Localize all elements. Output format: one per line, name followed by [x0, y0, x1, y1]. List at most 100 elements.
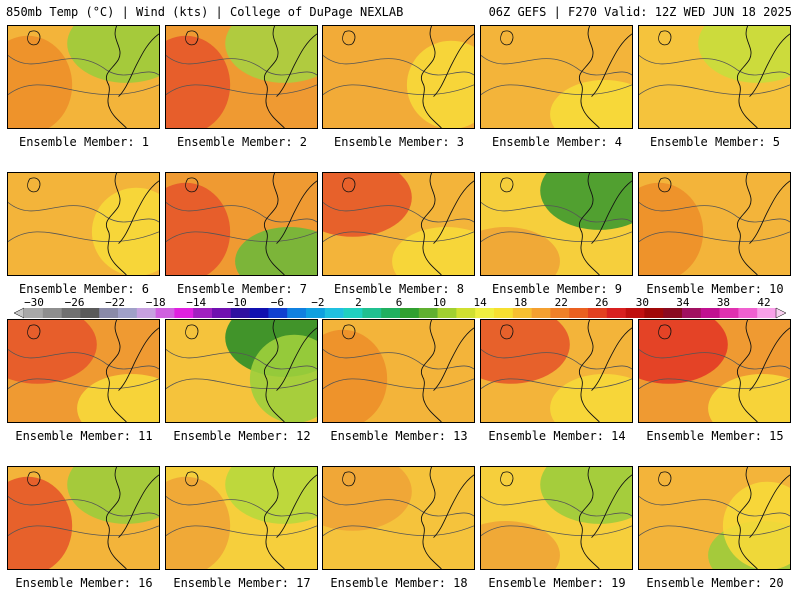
ensemble-member-label: Ensemble Member: 18 — [330, 576, 468, 590]
great-lakes-outline — [342, 324, 356, 340]
run-valid-time: 06Z GEFS | F270 Valid: 12Z WED JUN 18 20… — [488, 5, 792, 19]
ensemble-member-label: Ensemble Member: 16 — [15, 576, 153, 590]
temperature-field — [481, 520, 560, 569]
colorbar-tick-label: −30 — [24, 296, 44, 309]
great-lakes-outline — [658, 471, 672, 487]
colorbar-tick-label: −10 — [226, 296, 247, 309]
colorbar-swatch — [343, 308, 363, 318]
temperature-field — [67, 26, 159, 83]
colorbar-tick-label: 2 — [355, 296, 362, 309]
height-contour — [166, 84, 317, 95]
coastline — [579, 320, 632, 422]
colorbar-swatch — [193, 308, 213, 318]
height-contour — [481, 231, 632, 242]
temperature-field — [550, 373, 632, 422]
ensemble-map-panel — [480, 466, 633, 570]
temperature-field — [8, 35, 73, 128]
great-lakes-outline — [185, 324, 199, 340]
colorbar-swatch — [136, 308, 156, 318]
height-contour — [639, 378, 790, 389]
ensemble-member-label: Ensemble Member: 13 — [330, 429, 468, 443]
ensemble-member-label: Ensemble Member: 15 — [646, 429, 784, 443]
height-contour — [166, 496, 317, 517]
coastline — [264, 26, 317, 128]
colorbar-tick-label: 34 — [676, 296, 690, 309]
colorbar-tick-label: −6 — [270, 296, 284, 309]
ensemble-map-panel — [7, 172, 160, 276]
great-lakes-outline — [342, 30, 356, 46]
ensemble-map-panel — [165, 319, 318, 423]
temperature-field — [323, 173, 412, 237]
ensemble-map-panel — [480, 172, 633, 276]
height-contour — [8, 202, 159, 223]
height-contour — [323, 349, 474, 370]
height-contour — [639, 202, 790, 223]
ensemble-map-panel — [7, 25, 160, 129]
temperature-field — [235, 226, 317, 275]
colorbar-tick-label: −22 — [105, 296, 126, 309]
great-lakes-outline — [27, 30, 41, 46]
height-contour — [323, 525, 474, 536]
temperature-field — [392, 226, 474, 275]
colorbar-tick-label: 14 — [473, 296, 487, 309]
ensemble-map-panel — [638, 466, 791, 570]
ensemble-map-panel — [165, 172, 318, 276]
colorbar-tick-label: 30 — [635, 296, 649, 309]
coastline — [421, 467, 474, 569]
colorbar-swatch — [418, 308, 438, 318]
temperature-field — [166, 35, 231, 128]
height-contour — [8, 496, 159, 517]
colorbar-arrow-high — [775, 307, 786, 319]
height-contour — [166, 349, 317, 370]
colorbar-swatch — [268, 308, 288, 318]
colorbar-swatch — [606, 308, 626, 318]
colorbar-swatch — [24, 308, 44, 318]
colorbar-swatch — [644, 308, 664, 318]
ensemble-member-label: Ensemble Member: 2 — [176, 135, 308, 149]
temperature-field — [225, 26, 317, 83]
coastline — [264, 173, 317, 275]
temperature-colorbar — [14, 307, 786, 319]
ensemble-member-label: Ensemble Member: 11 — [15, 429, 153, 443]
ensemble-member-label: Ensemble Member: 10 — [646, 282, 784, 296]
colorbar-swatch — [569, 308, 589, 318]
ensemble-map-panel — [7, 319, 160, 423]
map-title: 850mb Temp (°C) | Wind (kts) | College o… — [6, 5, 404, 19]
colorbar-swatch — [663, 308, 683, 318]
colorbar-swatch — [306, 308, 326, 318]
temperature-field — [639, 182, 704, 275]
colorbar-swatch — [757, 308, 777, 318]
height-contour — [639, 55, 790, 76]
ensemble-member-label: Ensemble Member: 3 — [333, 135, 465, 149]
height-contour — [8, 55, 159, 76]
ensemble-member-label: Ensemble Member: 8 — [333, 282, 465, 296]
colorbar-tick-label: −18 — [145, 296, 166, 309]
great-lakes-outline — [500, 324, 514, 340]
temperature-field — [550, 79, 632, 128]
colorbar-swatch — [61, 308, 81, 318]
temperature-field — [698, 26, 790, 83]
colorbar-tick-label: 22 — [554, 296, 568, 309]
colorbar-tick-label: 26 — [595, 296, 609, 309]
coastline — [106, 26, 159, 128]
ensemble-member-label: Ensemble Member: 17 — [173, 576, 311, 590]
coastline — [106, 173, 159, 275]
colorbar-swatch — [42, 308, 62, 318]
height-contour — [8, 349, 159, 370]
height-contour — [166, 378, 317, 389]
colorbar-swatch — [719, 308, 739, 318]
great-lakes-outline — [658, 177, 672, 193]
height-contour — [481, 84, 632, 95]
colorbar-swatch — [588, 308, 608, 318]
temperature-field — [639, 320, 728, 384]
temperature-field — [540, 173, 632, 230]
great-lakes-outline — [185, 177, 199, 193]
ensemble-map-panel — [322, 319, 475, 423]
height-contour — [323, 378, 474, 389]
colorbar-swatch — [494, 308, 514, 318]
colorbar-swatch — [531, 308, 551, 318]
coastline — [579, 467, 632, 569]
height-contour — [8, 525, 159, 536]
colorbar-tick-label: 6 — [395, 296, 403, 309]
ensemble-map-panel — [322, 172, 475, 276]
